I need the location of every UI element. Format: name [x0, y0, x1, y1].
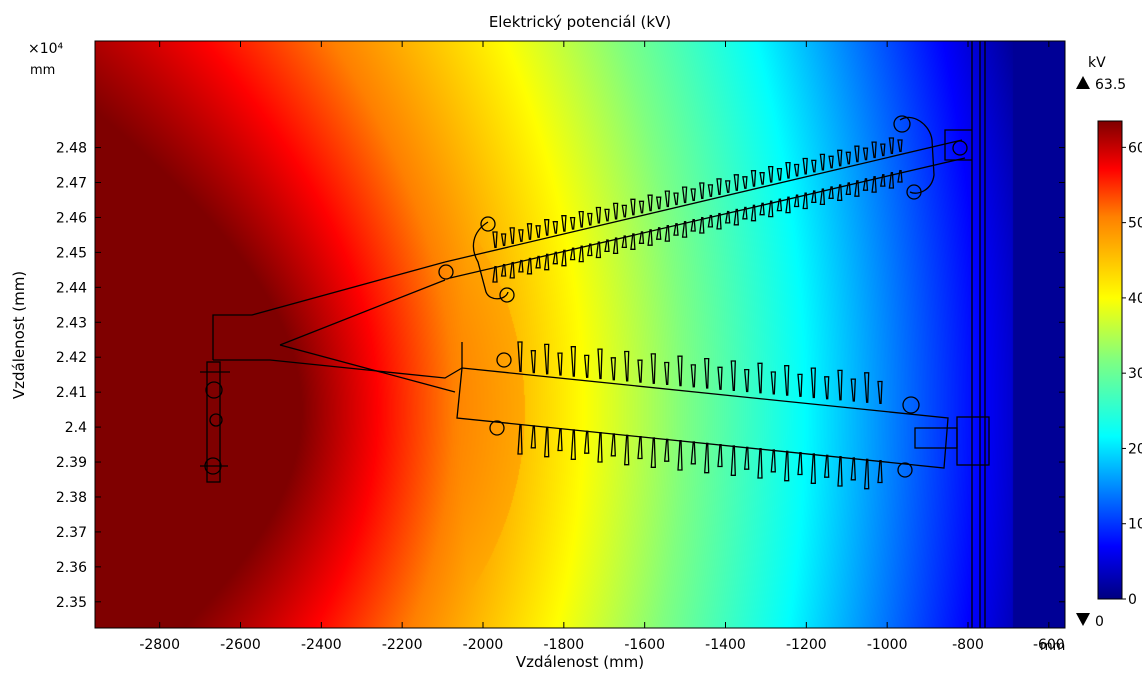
- upper-insulator-sheds: [492, 137, 903, 283]
- lower-insulator-sheds-bottom: [517, 423, 883, 490]
- x-tick-label: -800: [952, 637, 984, 653]
- upper-corona-ring-end: [899, 116, 935, 194]
- x-axis: -2800 -2600 -2400 -2200 -2000 -1800 -1600 -1400…: [139, 41, 1065, 653]
- conductor-clamp-ring: [209, 413, 223, 427]
- insulator-geometry: [200, 41, 990, 628]
- max-marker-icon: [1076, 76, 1090, 89]
- upper-corona-ring: [472, 221, 509, 300]
- y-multiplier-label: ×10⁴: [28, 41, 64, 57]
- upper-corona-ring: [499, 287, 515, 303]
- upper-corona-ring-end: [906, 184, 922, 200]
- lower-insulator-sheds-top: [517, 341, 883, 405]
- yoke-arm: [279, 279, 446, 346]
- y-unit-label: mm: [30, 63, 55, 78]
- plot-frame: [94, 40, 1066, 629]
- y-tick-label: 2.47: [56, 176, 87, 192]
- y-tick-label: 2.39: [56, 455, 87, 471]
- x-tick-label: -1800: [543, 637, 584, 653]
- x-tick-label: -2000: [463, 637, 504, 653]
- colorbar-min-label: 0: [1095, 614, 1104, 630]
- x-axis-title: Vzdálenost (mm): [516, 653, 644, 670]
- y-tick-label: 2.4: [65, 420, 87, 436]
- yoke-arm: [212, 261, 446, 360]
- colorbar-tick-label: 40: [1128, 291, 1142, 307]
- y-tick-label: 2.44: [56, 280, 87, 296]
- colorbar: kV 63.5 0 10 20 30 40 50 60 0: [1076, 55, 1142, 630]
- x-unit-label: mm: [1040, 639, 1065, 654]
- colorbar-ticks: 0 10 20 30 40 50 60: [1122, 140, 1142, 608]
- lower-corona-ring: [902, 396, 920, 414]
- x-tick-label: -1600: [624, 637, 665, 653]
- yoke-arm: [279, 344, 456, 393]
- colorbar-tick-label: 0: [1128, 592, 1137, 608]
- colorbar-tick-label: 30: [1128, 366, 1142, 382]
- lower-corona-ring: [897, 462, 913, 478]
- y-tick-label: 2.41: [56, 385, 87, 401]
- y-tick-label: 2.45: [56, 245, 87, 261]
- colorbar-tick-label: 50: [1128, 216, 1142, 232]
- y-tick-label: 2.42: [56, 350, 87, 366]
- lower-corona-ring: [489, 420, 505, 436]
- y-tick-label: 2.48: [56, 141, 87, 157]
- y-axis-title: Vzdálenost (mm): [10, 271, 28, 399]
- lower-insulator-body: [456, 367, 949, 469]
- x-tick-label: -2200: [382, 637, 423, 653]
- upper-insulator-rod: [449, 157, 966, 279]
- yoke-arm: [213, 359, 463, 379]
- y-tick-label: 2.43: [56, 315, 87, 331]
- conductor-clamp: [206, 361, 221, 483]
- upper-corona-ring: [480, 216, 496, 232]
- colorbar-max-label: 63.5: [1095, 77, 1126, 93]
- y-tick-label: 2.38: [56, 490, 87, 506]
- upper-insulator-rod: [444, 139, 963, 263]
- x-tick-label: -1200: [786, 637, 827, 653]
- colorbar-tick-label: 10: [1128, 517, 1142, 533]
- x-tick-label: -1000: [867, 637, 908, 653]
- chart-title: Elektrický potenciál (kV): [489, 13, 671, 31]
- colorbar-gradient: [1097, 120, 1123, 600]
- y-tick-label: 2.36: [56, 560, 87, 576]
- upper-clamp-ring: [438, 264, 454, 280]
- potential-field: [95, 41, 1065, 628]
- y-tick-label: 2.35: [56, 595, 87, 611]
- y-tick-label: 2.46: [56, 210, 87, 226]
- x-tick-label: -1400: [705, 637, 746, 653]
- upper-corona-ring-end: [893, 115, 911, 133]
- x-tick-label: -2400: [301, 637, 342, 653]
- upper-clamp-ring: [952, 140, 968, 156]
- x-tick-label: -600: [1033, 637, 1065, 653]
- y-axis: 2.35 2.36 2.37 2.38 2.39 2.4 2.41 2.42 2.43 2.44 2…: [56, 141, 1065, 611]
- lower-end-fitting: [914, 427, 958, 449]
- colorbar-tick-label: 20: [1128, 441, 1142, 457]
- colorbar-tick-label: 60: [1128, 140, 1142, 156]
- colorbar-unit: kV: [1088, 55, 1106, 71]
- x-tick-label: -2600: [220, 637, 261, 653]
- conductor-clamp-ring: [205, 381, 223, 399]
- min-marker-icon: [1076, 613, 1090, 626]
- potential-field-image: [95, 41, 1065, 628]
- lower-corona-ring: [496, 352, 512, 368]
- y-tick-label: 2.37: [56, 525, 87, 541]
- x-tick-label: -2800: [139, 637, 180, 653]
